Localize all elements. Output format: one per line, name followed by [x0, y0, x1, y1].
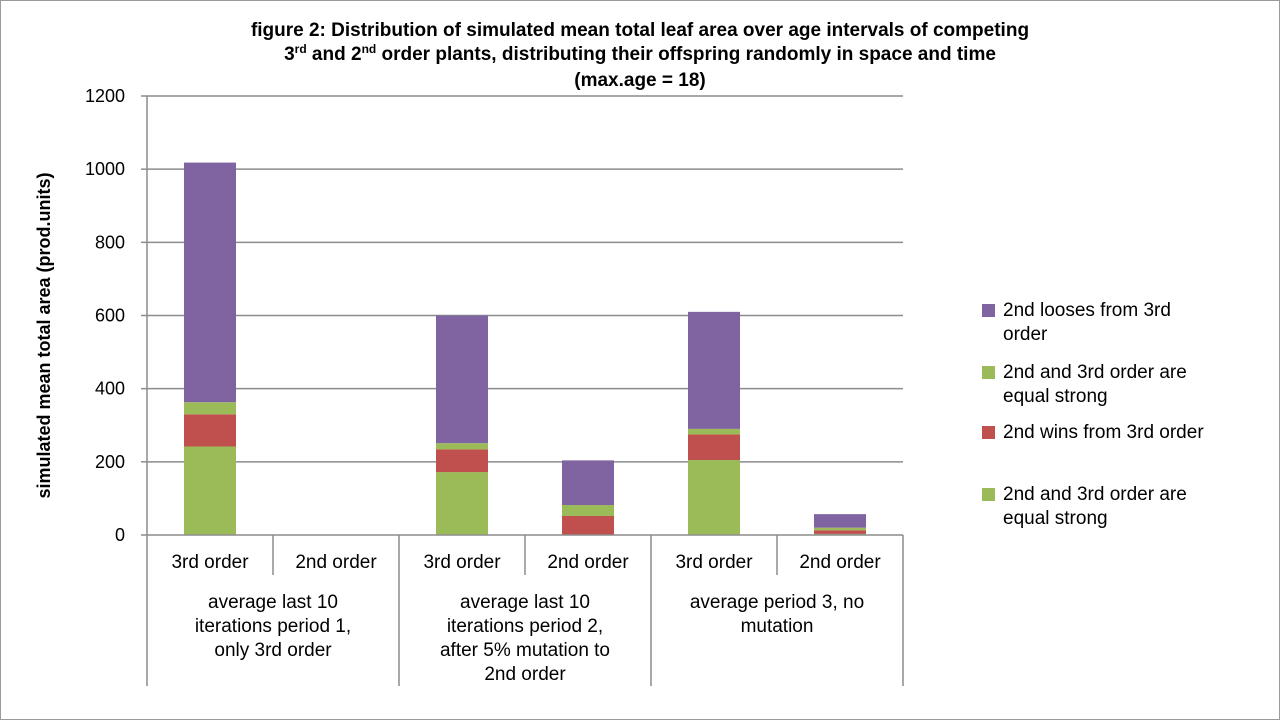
bar-cat5-series2 [688, 434, 740, 461]
legend-label-series3-line-1: 2nd and 3rd order are [1003, 362, 1187, 383]
x-tick-label-5: 3rd order [675, 552, 753, 573]
y-tick-label-1000: 1000 [85, 159, 125, 179]
group-label-1-line-3: only 3rd order [214, 640, 332, 661]
y-tick-label-600: 600 [95, 306, 125, 326]
legend-label-series4-line-1: 2nd looses from 3rd [1003, 300, 1171, 321]
bar-cat4-series2 [562, 515, 614, 535]
legend-swatch-series3 [982, 366, 995, 379]
y-tick-label-400: 400 [95, 379, 125, 399]
bar-cat5-series4 [688, 311, 740, 429]
bar-cat1-series1 [184, 446, 236, 535]
group-label-2-line-2: iterations period 2, [447, 616, 603, 637]
bar-cat3-series4 [436, 315, 488, 444]
legend-label-series3-line-2: equal strong [1003, 386, 1108, 407]
x-tick-label-2: 2nd order [295, 552, 377, 573]
group-label-2-line-1: average last 10 [460, 592, 590, 613]
group-label-1-line-1: average last 10 [208, 592, 338, 613]
y-tick-label-0: 0 [115, 525, 125, 545]
bar-cat4-series4 [562, 460, 614, 506]
bar-cat3-series2 [436, 449, 488, 473]
y-tick-label-1200: 1200 [85, 86, 125, 106]
bar-cat3-series1 [436, 472, 488, 535]
legend-label-series4-line-2: order [1003, 324, 1048, 345]
bar-cat6-series4 [814, 514, 866, 528]
bar-cat4-series3 [562, 505, 614, 516]
x-tick-label-4: 2nd order [547, 552, 629, 573]
group-label-2-line-3: after 5% mutation to [440, 640, 610, 661]
y-axis-label: simulated mean total area (prod.units) [34, 172, 54, 498]
legend-swatch-series1 [982, 488, 995, 501]
group-label-3-line-1: average period 3, no [690, 592, 864, 613]
x-tick-label-1: 3rd order [171, 552, 249, 573]
bar-cat5-series1 [688, 460, 740, 535]
legend-swatch-series4 [982, 304, 995, 317]
legend-label-series1-line-2: equal strong [1003, 508, 1108, 529]
group-label-1-line-2: iterations period 1, [195, 616, 351, 637]
bar-cat1-series2 [184, 414, 236, 447]
legend-label-series2-line-1: 2nd wins from 3rd order [1003, 422, 1204, 443]
bar-cat3-series3 [436, 443, 488, 450]
y-tick-label-800: 800 [95, 232, 125, 252]
x-tick-label-3: 3rd order [423, 552, 501, 573]
bar-cat1-series3 [184, 402, 236, 415]
legend-label-series1-line-1: 2nd and 3rd order are [1003, 484, 1187, 505]
bar-cat6-series2 [814, 530, 866, 534]
group-label-2-line-4: 2nd order [484, 664, 566, 685]
chart-title-line-3: (max.age = 18) [574, 70, 706, 91]
chart-title-line-2: 3rd and 2nd order plants, distributing t… [284, 42, 996, 65]
bar-cat1-series4 [184, 162, 236, 403]
bar-cat6-series3 [814, 527, 866, 531]
bar-cat5-series3 [688, 428, 740, 435]
chart-title-line-1: figure 2: Distribution of simulated mean… [251, 20, 1029, 41]
y-tick-label-200: 200 [95, 452, 125, 472]
group-label-3-line-2: mutation [741, 616, 814, 637]
legend-swatch-series2 [982, 426, 995, 439]
x-tick-label-6: 2nd order [799, 552, 881, 573]
